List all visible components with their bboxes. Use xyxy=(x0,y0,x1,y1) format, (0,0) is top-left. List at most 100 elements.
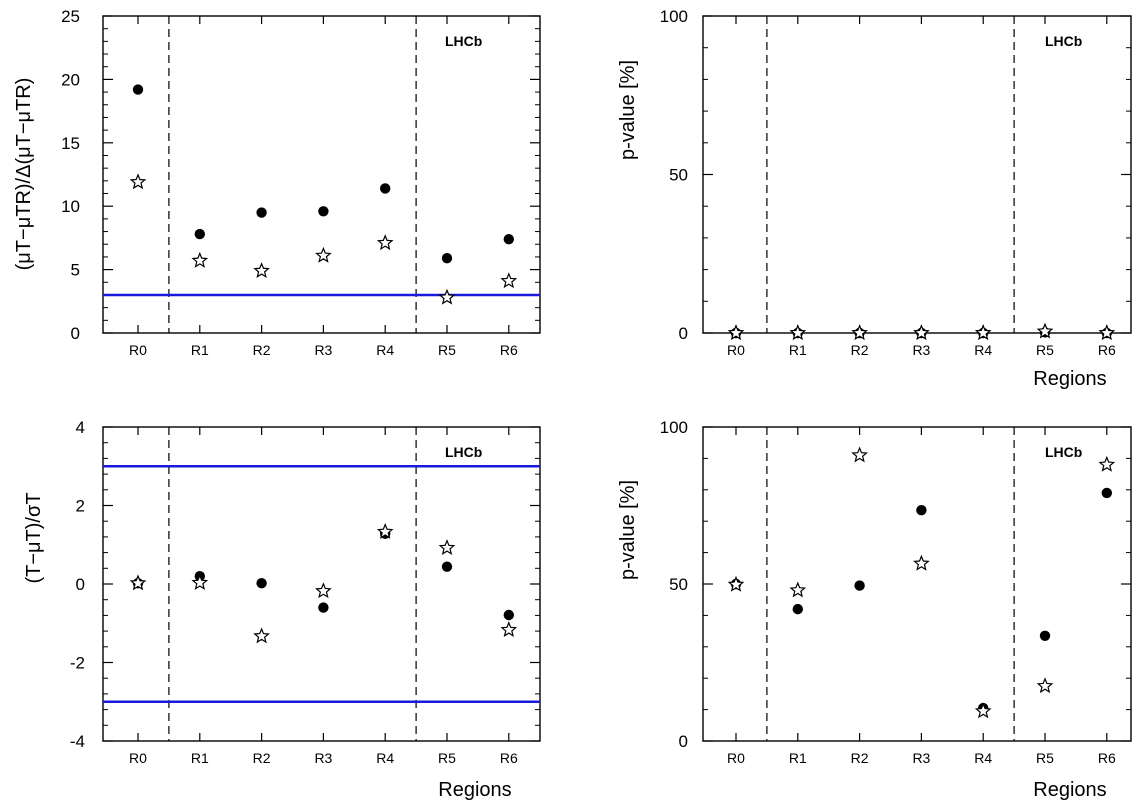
star-marker xyxy=(851,446,868,463)
x-axis-label: Regions xyxy=(438,779,511,801)
x-tick-label: R6 xyxy=(1098,750,1116,766)
x-axis-label: Regions xyxy=(1033,368,1106,390)
chart-panel-tr: 0 50 100 R0 R1 R2 R3 R4 R5 R6 LHCb Regions p-value [… xyxy=(617,7,1132,390)
y-tick-label: 25 xyxy=(61,7,80,26)
star-marker xyxy=(974,702,992,719)
circle-marker xyxy=(318,206,329,217)
x-tick-label: R5 xyxy=(438,342,456,358)
x-tick-label: R6 xyxy=(1098,342,1116,358)
y-tick-label: 50 xyxy=(669,575,688,594)
y-tick-label: 5 xyxy=(71,261,80,280)
lhcb-label: LHCb xyxy=(1045,444,1082,460)
star-marker xyxy=(129,574,147,591)
star-marker xyxy=(315,582,332,599)
star-marker xyxy=(129,173,147,190)
x-tick-label: R1 xyxy=(789,750,807,766)
star-marker xyxy=(191,574,209,590)
star-marker xyxy=(376,234,394,251)
star-marker xyxy=(727,575,745,592)
y-tick-label: -4 xyxy=(70,732,85,751)
x-tick-label: R4 xyxy=(974,342,992,358)
circle-marker xyxy=(503,609,514,621)
circle-marker xyxy=(854,580,865,591)
x-tick-label: R6 xyxy=(500,750,518,766)
x-tick-label: R0 xyxy=(129,342,147,358)
y-tick-label: 0 xyxy=(679,732,688,751)
x-tick-label: R6 xyxy=(500,342,518,358)
circle-marker xyxy=(792,603,803,615)
lhcb-label: LHCb xyxy=(445,444,482,460)
lhcb-label: LHCb xyxy=(1045,33,1082,49)
circle-marker xyxy=(256,207,267,218)
x-tick-label: R4 xyxy=(376,750,394,766)
y-tick-label: -2 xyxy=(70,654,85,673)
y-tick-label: 0 xyxy=(76,575,85,594)
y-tick-label: 2 xyxy=(76,497,85,516)
y-tick-label: 0 xyxy=(71,324,80,343)
x-tick-label: R0 xyxy=(129,750,147,766)
star-marker xyxy=(789,324,807,341)
x-tick-label: R3 xyxy=(314,750,332,766)
lhcb-label: LHCb xyxy=(445,33,482,49)
circle-marker xyxy=(256,578,267,589)
x-tick-label: R4 xyxy=(376,342,394,358)
chart-panel-br: 0 50 100 R0 R1 R2 R3 R4 R5 R6 LHCb Regions p-value [… xyxy=(617,418,1132,801)
star-marker xyxy=(974,324,992,341)
x-tick-label: R5 xyxy=(1036,750,1054,766)
circle-marker xyxy=(1039,630,1051,642)
circle-marker xyxy=(194,228,205,240)
y-tick-label: 20 xyxy=(61,70,80,89)
star-marker xyxy=(1036,322,1054,339)
x-tick-label: R1 xyxy=(191,750,209,766)
circle-marker xyxy=(1101,487,1113,499)
circle-marker xyxy=(441,561,453,572)
star-marker xyxy=(1098,324,1116,341)
y-axis-label: p-value [%] xyxy=(617,60,639,160)
star-marker xyxy=(376,523,394,539)
circle-marker xyxy=(318,602,329,613)
circle-marker xyxy=(916,505,927,516)
x-tick-label: R5 xyxy=(438,750,456,766)
star-marker xyxy=(913,554,930,571)
star-marker xyxy=(789,581,807,598)
y-tick-label: 100 xyxy=(660,418,688,437)
chart-panel-tl: 0 5 10 15 20 25 R0 R1 R2 R3 R4 R5 R6 LHCb (μT−μTR)/Δ(μ… xyxy=(13,7,541,358)
plot-frame xyxy=(102,15,541,334)
y-tick-label: 100 xyxy=(660,7,688,26)
star-marker xyxy=(315,246,332,263)
star-marker xyxy=(500,621,518,638)
star-marker xyxy=(913,324,930,341)
x-tick-label: R2 xyxy=(851,342,869,358)
star-marker xyxy=(438,539,456,555)
x-tick-label: R3 xyxy=(314,342,332,358)
x-tick-label: R3 xyxy=(912,750,930,766)
star-marker xyxy=(253,627,270,644)
x-tick-label: R2 xyxy=(253,342,271,358)
x-tick-label: R3 xyxy=(912,342,930,358)
star-marker xyxy=(1098,455,1116,472)
star-marker xyxy=(191,251,209,268)
circle-marker xyxy=(380,183,391,194)
y-axis-label: (μT−μTR)/Δ(μT−μTR) xyxy=(13,78,35,271)
x-tick-label: R2 xyxy=(253,750,271,766)
x-tick-label: R1 xyxy=(789,342,807,358)
x-tick-label: R4 xyxy=(974,750,992,766)
star-marker xyxy=(727,324,745,341)
x-tick-label: R1 xyxy=(191,342,209,358)
x-tick-label: R0 xyxy=(727,750,745,766)
y-axis-label: p-value [%] xyxy=(617,480,639,580)
x-tick-label: R2 xyxy=(851,750,869,766)
x-tick-label: R5 xyxy=(1036,342,1054,358)
x-tick-label: R0 xyxy=(727,342,745,358)
star-marker xyxy=(438,288,456,305)
y-tick-label: 10 xyxy=(61,197,80,216)
star-marker xyxy=(500,272,518,289)
circle-marker xyxy=(503,233,514,245)
y-tick-label: 15 xyxy=(61,134,80,153)
star-marker xyxy=(253,262,270,278)
y-tick-label: 0 xyxy=(679,324,688,343)
y-axis-label: (T−μT)/σT xyxy=(23,492,45,583)
x-axis-label: Regions xyxy=(1033,779,1106,801)
chart-panel-bl: -4 -2 0 2 4 R0 R1 R2 R3 R4 R5 R6 LHCb Regions (T−μT)/σ… xyxy=(23,418,541,801)
